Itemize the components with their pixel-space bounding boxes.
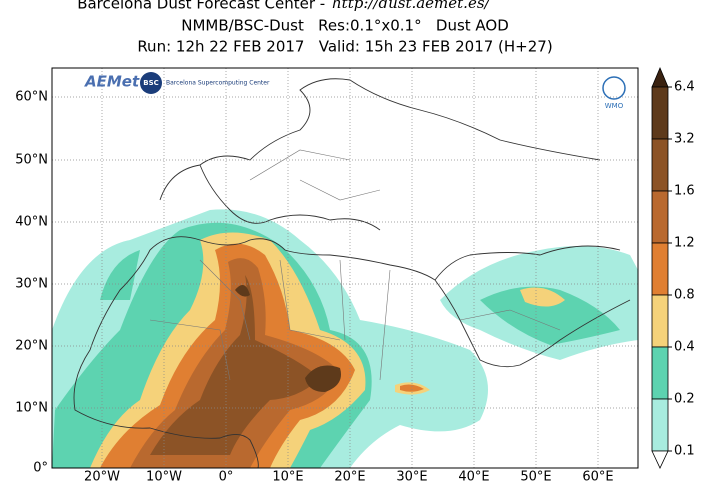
lon-label: 0°: [219, 470, 234, 483]
bsc-logo-mark: [140, 72, 162, 94]
colorbar-bin: [651, 86, 669, 140]
lon-label: 10°W: [146, 470, 182, 483]
lat-label: 30°N: [15, 277, 48, 292]
colorbar-label: 0.8: [674, 288, 695, 303]
lon-label: 40°E: [458, 470, 489, 483]
colorbar-label: 1.6: [674, 184, 695, 199]
colorbar-label: 0.1: [674, 444, 695, 459]
bsc-logo: BSC: [143, 79, 159, 87]
lon-label: 10°E: [272, 470, 303, 483]
lat-label: 0°: [33, 461, 48, 476]
colorbar-label: 0.2: [674, 392, 695, 407]
colorbar-bin: [651, 138, 669, 192]
lat-label: 10°N: [15, 401, 48, 416]
bsc-name: Barcelona Supercomputing Center: [166, 80, 270, 87]
colorbar-extend-top: [651, 66, 669, 88]
colorbar-label: 6.4: [674, 80, 695, 95]
colorbar-label: 1.2: [674, 236, 695, 251]
lon-label: 30°E: [396, 470, 427, 483]
colorbar-bin: [651, 190, 669, 244]
subtitle: NMMB/BSC-Dust Res:0.1°x0.1° Dust AOD: [181, 17, 509, 35]
colorbar-bin: [651, 398, 669, 452]
lon-label: 50°E: [520, 470, 551, 483]
lat-label: 60°N: [15, 90, 48, 105]
colorbar-bin: [651, 346, 669, 400]
lon-label: 60°E: [582, 470, 613, 483]
title: Barcelona Dust Forecast Center -: [77, 0, 330, 13]
colorbar-extend-bottom: [651, 450, 669, 469]
run-info: Run: 12h 22 FEB 2017 Valid: 15h 23 FEB 2…: [137, 38, 552, 56]
lat-label: 20°N: [15, 339, 48, 354]
aemet-logo: AEMet: [84, 73, 140, 91]
wmo-logo-mark: [602, 76, 626, 100]
map: AEMet BSC Barcelona Supercomputing Cente…: [51, 67, 639, 469]
colorbar-bin: [651, 294, 669, 348]
colorbar-bin: [651, 242, 669, 296]
colorbar-label: 3.2: [674, 132, 695, 147]
lat-label: 40°N: [15, 215, 48, 230]
lat-label: 50°N: [15, 153, 48, 168]
lon-label: 20°E: [334, 470, 365, 483]
wmo-logo: WMO: [605, 102, 624, 110]
colorbar-label: 0.4: [674, 340, 695, 355]
lon-label: 20°W: [84, 470, 120, 483]
title-url: http://dust.aemet.es/: [332, 0, 492, 12]
colorbar: 6.4 3.2 1.6 1.2 0.8 0.4 0.2 0.1: [651, 66, 695, 469]
